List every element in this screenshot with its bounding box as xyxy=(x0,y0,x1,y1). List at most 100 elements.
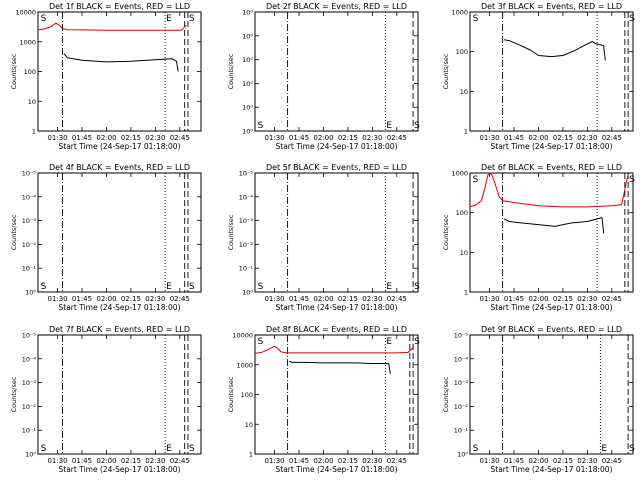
event-marker-label: S xyxy=(41,14,47,24)
event-marker-label: S xyxy=(629,14,635,24)
y-tick-label: 10⁰ xyxy=(25,289,36,297)
y-tick-label: 10⁰ xyxy=(242,80,253,88)
y-tick-label: 10000 xyxy=(15,9,36,17)
x-tick-label: 02:45 xyxy=(170,295,190,303)
y-axis-label: Counts/sec xyxy=(227,376,235,412)
panel-det-4: Det 4f BLACK = Events, RED = LLD 01:30 01:… xyxy=(10,163,202,312)
event-marker-label: S xyxy=(414,121,420,131)
panel-det-5: Det 5f BLACK = Events, RED = LLD 01:30 01:… xyxy=(227,163,420,312)
x-tick-label: 02:00 xyxy=(313,457,333,465)
x-tick-label: 02:45 xyxy=(602,134,622,142)
x-axis-label: Start Time (24-Sep-17 01:18:00) xyxy=(276,465,398,474)
y-axis-label: Counts/sec xyxy=(442,214,450,250)
x-tick-label: 02:30 xyxy=(577,457,597,465)
panel-title: Det 1f BLACK = Events, RED = LLD xyxy=(49,2,190,11)
x-tick-label: 02:00 xyxy=(528,295,548,303)
x-axis-label: Start Time (24-Sep-17 01:18:00) xyxy=(491,303,613,312)
panel-title: Det 4f BLACK = Events, RED = LLD xyxy=(49,163,190,172)
y-tick-label: 1 xyxy=(464,289,468,297)
x-tick-label: 01:45 xyxy=(289,134,309,142)
x-tick-label: 01:30 xyxy=(264,295,284,303)
x-tick-label: 02:30 xyxy=(577,295,597,303)
y-tick-label: 10⁰ xyxy=(242,9,253,17)
y-axis-label: Counts/sec xyxy=(10,214,18,250)
y-tick-label: 10000 xyxy=(232,332,253,340)
x-tick-label: 02:45 xyxy=(602,457,622,465)
x-tick-label: 02:15 xyxy=(338,134,358,142)
x-tick-label: 02:00 xyxy=(96,295,116,303)
y-tick-label: 10⁻⁵ xyxy=(22,332,37,340)
y-tick-label: 10⁻⁴ xyxy=(454,355,469,363)
x-tick-label: 02:45 xyxy=(387,134,407,142)
plot-frame xyxy=(469,334,634,455)
x-tick-label: 02:00 xyxy=(528,457,548,465)
plot-frame xyxy=(254,172,419,293)
y-tick-label: 10⁻⁴ xyxy=(22,193,37,201)
y-tick-label: 10⁰ xyxy=(242,104,253,112)
x-tick-label: 02:30 xyxy=(145,134,165,142)
panel-det-6: Det 6f BLACK = Events, RED = LLD 01:30 01:… xyxy=(442,163,635,312)
y-tick-label: 10⁻¹ xyxy=(239,265,254,273)
lld-series-line xyxy=(469,172,629,208)
event-marker-label: S xyxy=(629,444,635,454)
events-series-line xyxy=(289,360,391,374)
y-tick-label: 10 xyxy=(28,98,36,106)
y-tick-label: 10 xyxy=(460,88,468,96)
y-tick-label: 10⁻¹ xyxy=(22,265,37,273)
x-axis-label: Start Time (24-Sep-17 01:18:00) xyxy=(59,303,181,312)
x-tick-label: 01:30 xyxy=(479,457,499,465)
y-tick-label: 1000 xyxy=(236,361,253,369)
y-tick-label: 1 xyxy=(464,128,468,136)
event-marker-label: E xyxy=(601,444,607,454)
y-tick-label: 10⁻³ xyxy=(454,379,469,387)
y-tick-label: 10⁰ xyxy=(242,32,253,40)
x-tick-label: 02:00 xyxy=(96,457,116,465)
event-marker-label: E xyxy=(166,444,172,454)
lld-series-line xyxy=(37,22,187,31)
x-tick-label: 01:30 xyxy=(47,295,67,303)
y-tick-label: 10 xyxy=(460,249,468,257)
y-axis-label: Counts/sec xyxy=(10,376,18,412)
y-axis-label: Counts/sec xyxy=(227,53,235,89)
x-tick-label: 02:45 xyxy=(387,295,407,303)
y-tick-label: 10⁰ xyxy=(242,56,253,64)
event-marker-label: S xyxy=(473,444,479,454)
y-tick-label: 10⁻³ xyxy=(22,217,37,225)
x-tick-label: 02:00 xyxy=(528,134,548,142)
event-marker-label: S xyxy=(189,14,195,24)
y-tick-label: 10⁻² xyxy=(454,403,469,411)
x-tick-label: 01:45 xyxy=(72,295,92,303)
x-tick-label: 02:15 xyxy=(553,134,573,142)
plot-frame xyxy=(469,172,634,293)
plot-frame xyxy=(469,11,634,132)
x-tick-label: 02:00 xyxy=(96,134,116,142)
plot-frame xyxy=(254,11,419,132)
y-tick-label: 10⁰ xyxy=(25,451,36,459)
x-tick-label: 02:45 xyxy=(170,134,190,142)
x-tick-label: 02:30 xyxy=(362,295,382,303)
x-tick-label: 02:15 xyxy=(338,457,358,465)
x-axis-label: Start Time (24-Sep-17 01:18:00) xyxy=(276,303,398,312)
y-tick-label: 10⁻³ xyxy=(239,217,254,225)
panel-title: Det 2f BLACK = Events, RED = LLD xyxy=(266,2,407,11)
x-tick-label: 02:15 xyxy=(121,295,141,303)
x-axis-label: Start Time (24-Sep-17 01:18:00) xyxy=(59,142,181,151)
x-tick-label: 02:30 xyxy=(577,134,597,142)
x-tick-label: 01:45 xyxy=(289,457,309,465)
x-tick-label: 02:45 xyxy=(602,295,622,303)
event-marker-label: E xyxy=(386,282,392,292)
x-axis-label: Start Time (24-Sep-17 01:18:00) xyxy=(491,465,613,474)
x-tick-label: 01:30 xyxy=(479,295,499,303)
event-marker-label: S xyxy=(258,121,264,131)
x-tick-label: 02:15 xyxy=(553,295,573,303)
y-tick-label: 10⁻¹ xyxy=(22,427,37,435)
y-tick-label: 10⁻⁵ xyxy=(22,170,37,178)
y-tick-label: 100 xyxy=(24,68,36,76)
x-tick-label: 02:15 xyxy=(121,457,141,465)
y-tick-label: 10⁰ xyxy=(242,128,253,136)
y-axis-label: Counts/sec xyxy=(10,53,18,89)
y-tick-label: 10⁻¹ xyxy=(454,427,469,435)
y-tick-label: 1000 xyxy=(451,9,468,17)
y-tick-label: 10⁻² xyxy=(239,241,254,249)
x-tick-label: 02:45 xyxy=(170,457,190,465)
